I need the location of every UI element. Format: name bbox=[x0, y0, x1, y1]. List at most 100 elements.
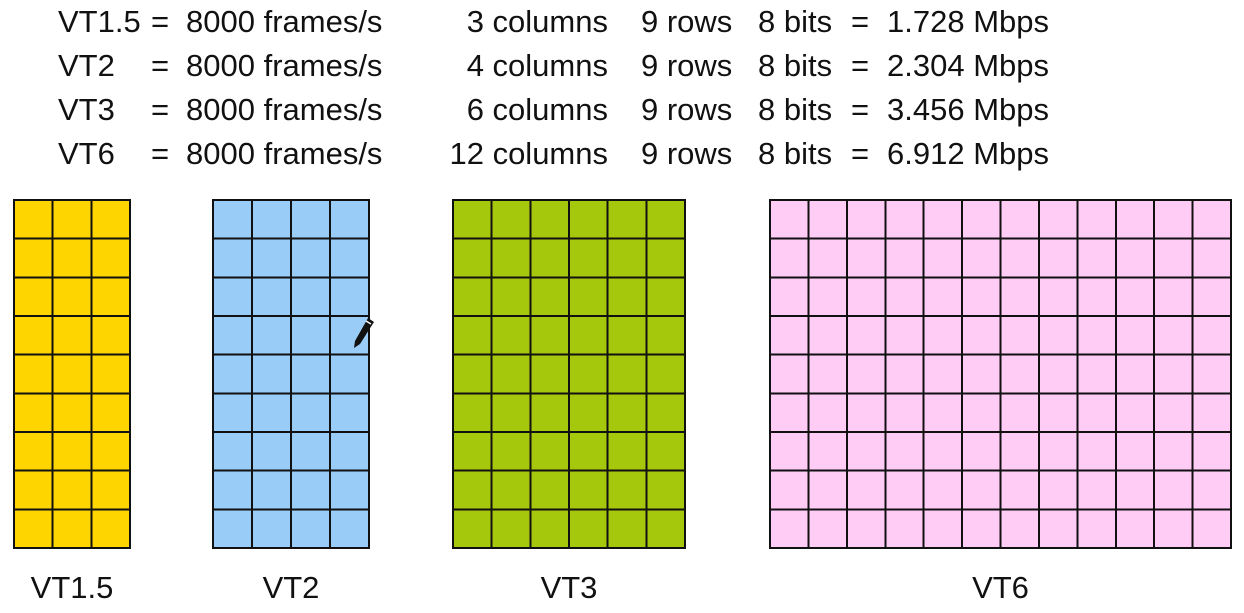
grid-cell bbox=[961, 237, 1002, 279]
grid-cell bbox=[212, 199, 253, 240]
grid-cell bbox=[999, 431, 1040, 472]
grid-cell bbox=[961, 431, 1002, 472]
column-count: 4 columns bbox=[466, 48, 608, 83]
grid-cell bbox=[961, 353, 1002, 395]
grid-cell bbox=[529, 199, 571, 240]
grid-cell bbox=[1037, 237, 1079, 279]
grid-vt1-5 bbox=[13, 199, 131, 549]
grid-cell bbox=[212, 353, 253, 395]
grid-cell bbox=[212, 392, 253, 433]
grid-cell bbox=[645, 315, 687, 356]
frame-rate: 8000 frames/s bbox=[186, 136, 383, 171]
grid-cell bbox=[845, 353, 887, 395]
grid-cell bbox=[13, 276, 54, 317]
pen-cursor-icon bbox=[354, 318, 374, 348]
grid-cell bbox=[1076, 237, 1117, 279]
grid-cell bbox=[452, 315, 493, 356]
grid-cell bbox=[606, 237, 648, 279]
equals-sign: = bbox=[851, 92, 870, 127]
equals-sign: = bbox=[151, 136, 170, 171]
grid-cell bbox=[251, 392, 292, 433]
equation-name: VT1.5 bbox=[58, 4, 141, 39]
grid-cell bbox=[13, 469, 54, 511]
grid-cell bbox=[290, 199, 331, 240]
grid-cell bbox=[807, 469, 848, 511]
grid-cell bbox=[51, 469, 93, 511]
grid-cell bbox=[961, 315, 1002, 356]
grid-label-vt3: VT3 bbox=[540, 570, 598, 605]
grid-cell bbox=[212, 469, 253, 511]
grid-cell bbox=[490, 315, 532, 356]
grid-cell bbox=[999, 315, 1040, 356]
grid-cell bbox=[290, 276, 331, 317]
grid-cell bbox=[1076, 315, 1117, 356]
grid-cell bbox=[1037, 508, 1079, 549]
grid-cell bbox=[290, 392, 331, 433]
grid-cell bbox=[90, 431, 131, 472]
grid-cell bbox=[922, 276, 964, 317]
frame-rate: 8000 frames/s bbox=[186, 4, 383, 39]
grid-cell bbox=[1037, 392, 1079, 433]
grid-cell bbox=[1153, 469, 1194, 511]
grid-cell bbox=[999, 508, 1040, 549]
grid-cell bbox=[329, 431, 370, 472]
grid-cell bbox=[922, 469, 964, 511]
grid-cell bbox=[807, 276, 848, 317]
data-rate: 3.456 Mbps bbox=[887, 92, 1049, 127]
grid-cell bbox=[1076, 431, 1117, 472]
grid-cell bbox=[529, 392, 571, 433]
equation-name: VT3 bbox=[58, 92, 115, 127]
equation-row-vt6: VT6 = 8000 frames/s 12 columns 9 rows 8 … bbox=[0, 132, 1244, 176]
grid-cell bbox=[1114, 276, 1156, 317]
grid-cell bbox=[1153, 199, 1194, 240]
grid-cell bbox=[807, 508, 848, 549]
grid-cell bbox=[1191, 353, 1232, 395]
equals-sign: = bbox=[851, 48, 870, 83]
grid-cell bbox=[452, 392, 493, 433]
grid-cell bbox=[13, 508, 54, 549]
grid-cell bbox=[884, 353, 925, 395]
grid-cell bbox=[999, 353, 1040, 395]
equation-row-vt3: VT3 = 8000 frames/s 6 columns 9 rows 8 b… bbox=[0, 88, 1244, 132]
equals-sign: = bbox=[151, 92, 170, 127]
grid-label-vt1-5: VT1.5 bbox=[30, 570, 114, 605]
grid-cell bbox=[329, 315, 370, 356]
grid-cell bbox=[529, 469, 571, 511]
column-count: 12 columns bbox=[449, 136, 608, 171]
grid-cell bbox=[290, 508, 331, 549]
grid-cell bbox=[884, 469, 925, 511]
grid-cell bbox=[568, 237, 609, 279]
grid-vt6 bbox=[769, 199, 1232, 549]
grid-cell bbox=[845, 199, 887, 240]
equation-row-vt1-5: VT1.5 = 8000 frames/s 3 columns 9 rows 8… bbox=[0, 0, 1244, 44]
grid-cell bbox=[1114, 469, 1156, 511]
grid-cell bbox=[645, 276, 687, 317]
grid-cell bbox=[1076, 199, 1117, 240]
grid-cell bbox=[1153, 276, 1194, 317]
grid-cell bbox=[568, 315, 609, 356]
grid-label-vt6: VT6 bbox=[972, 570, 1029, 605]
grid-cell bbox=[1191, 199, 1232, 240]
grid-cell bbox=[1191, 508, 1232, 549]
grid-cell bbox=[490, 431, 532, 472]
grid-cell bbox=[51, 315, 93, 356]
grid-cell bbox=[606, 508, 648, 549]
grid-cell bbox=[329, 353, 370, 395]
grid-cell bbox=[529, 276, 571, 317]
grid-cell bbox=[568, 199, 609, 240]
row-count: 9 rows bbox=[641, 92, 733, 127]
grid-cell bbox=[568, 392, 609, 433]
grid-cell bbox=[90, 392, 131, 433]
grid-cell bbox=[606, 469, 648, 511]
grid-cell bbox=[529, 431, 571, 472]
grid-cell bbox=[922, 315, 964, 356]
bit-count: 8 bits bbox=[758, 92, 833, 127]
grid-cell bbox=[884, 276, 925, 317]
grid-cell bbox=[1114, 199, 1156, 240]
grid-cell bbox=[769, 276, 810, 317]
grid-cell bbox=[922, 199, 964, 240]
grid-cell bbox=[1114, 237, 1156, 279]
grid-cell bbox=[212, 431, 253, 472]
grid-cell bbox=[51, 431, 93, 472]
grid-cell bbox=[51, 276, 93, 317]
